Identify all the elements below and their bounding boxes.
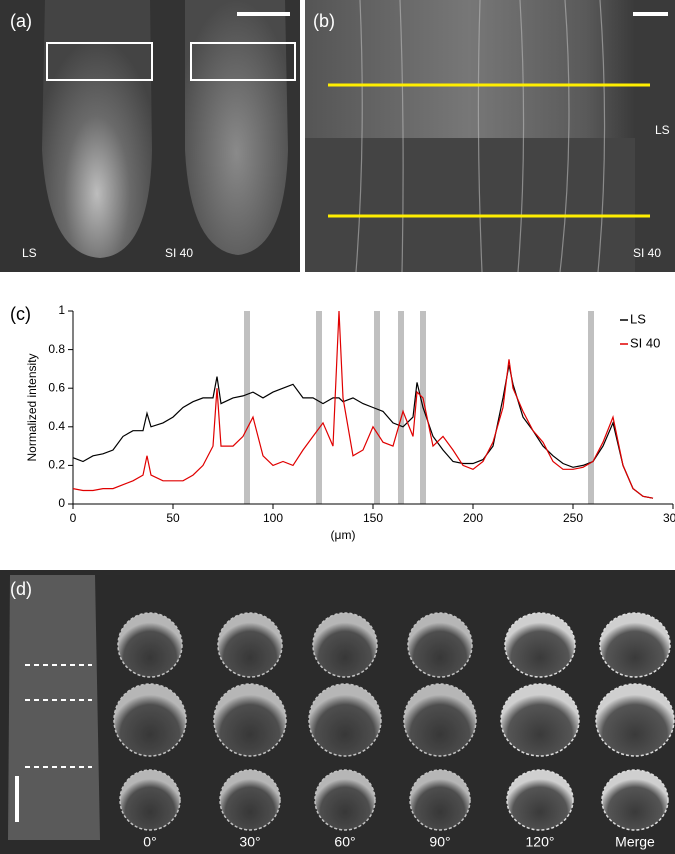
column-label: 0° [143, 834, 156, 850]
column-label: 90° [429, 834, 450, 850]
column-label: 120° [526, 834, 555, 850]
panel-label: (b) [313, 11, 335, 31]
column-label: 60° [334, 834, 355, 850]
section-image [501, 684, 579, 756]
root-ls [42, 0, 152, 258]
x-tick-label: 250 [563, 511, 583, 525]
highlight-band [244, 311, 250, 504]
image-label: LS [655, 123, 670, 137]
x-tick-label: 50 [166, 511, 180, 525]
highlight-band [316, 311, 322, 504]
image-label: LS [22, 246, 37, 260]
section-image [505, 613, 575, 677]
root-si [185, 0, 288, 255]
y-tick-label: 0.6 [48, 380, 65, 394]
section-image [507, 770, 573, 830]
section-image [404, 684, 476, 756]
section-image [218, 613, 282, 677]
section-image [309, 684, 381, 756]
column-label: 30° [239, 834, 260, 850]
section-image [600, 613, 670, 677]
highlight-band [588, 311, 594, 504]
y-tick-label: 0 [58, 496, 65, 510]
strip-si [305, 138, 635, 272]
strip-ls [305, 0, 635, 138]
section-image [114, 684, 186, 756]
section-image [118, 613, 182, 677]
panel-label: (a) [10, 11, 32, 31]
section-image [313, 613, 377, 677]
root-overview [8, 575, 100, 840]
panel-label: (d) [10, 579, 32, 599]
y-tick-label: 1 [58, 303, 65, 317]
x-axis-label: (μm) [331, 528, 356, 542]
figure: (a) LS SI 40 (b) LS SI 40 (c) 0 0.2 0.4 0.6 0… [0, 0, 675, 854]
image-label: SI 40 [633, 246, 661, 260]
x-tick-label: 200 [463, 511, 483, 525]
y-tick-label: 0.2 [48, 458, 65, 472]
x-tick-label: 150 [363, 511, 383, 525]
column-label: Merge [615, 834, 655, 850]
panel-label: (c) [10, 304, 31, 324]
x-tick-label: 300 [663, 511, 675, 525]
series-line [73, 311, 653, 498]
section-image [315, 770, 375, 830]
section-image [408, 613, 472, 677]
y-tick-label: 0.8 [48, 342, 65, 356]
x-tick-label: 0 [70, 511, 77, 525]
image-label: SI 40 [165, 246, 193, 260]
series-line [73, 365, 653, 498]
section-image [214, 684, 286, 756]
section-image [596, 684, 674, 756]
y-axis-label: Normalized intensity [25, 353, 39, 461]
section-image [602, 770, 668, 830]
highlight-band [398, 311, 404, 504]
section-image [220, 770, 280, 830]
section-image [410, 770, 470, 830]
y-tick-label: 0.4 [48, 419, 65, 433]
x-tick-label: 100 [263, 511, 283, 525]
legend-label: LS [630, 311, 646, 326]
section-image [120, 770, 180, 830]
legend-label: SI 40 [630, 335, 660, 350]
line-chart: (c) 0 0.2 0.4 0.6 0.8 1 0 50 100 150 200 250 300 (μm) N… [10, 303, 675, 542]
highlight-band [374, 311, 380, 504]
